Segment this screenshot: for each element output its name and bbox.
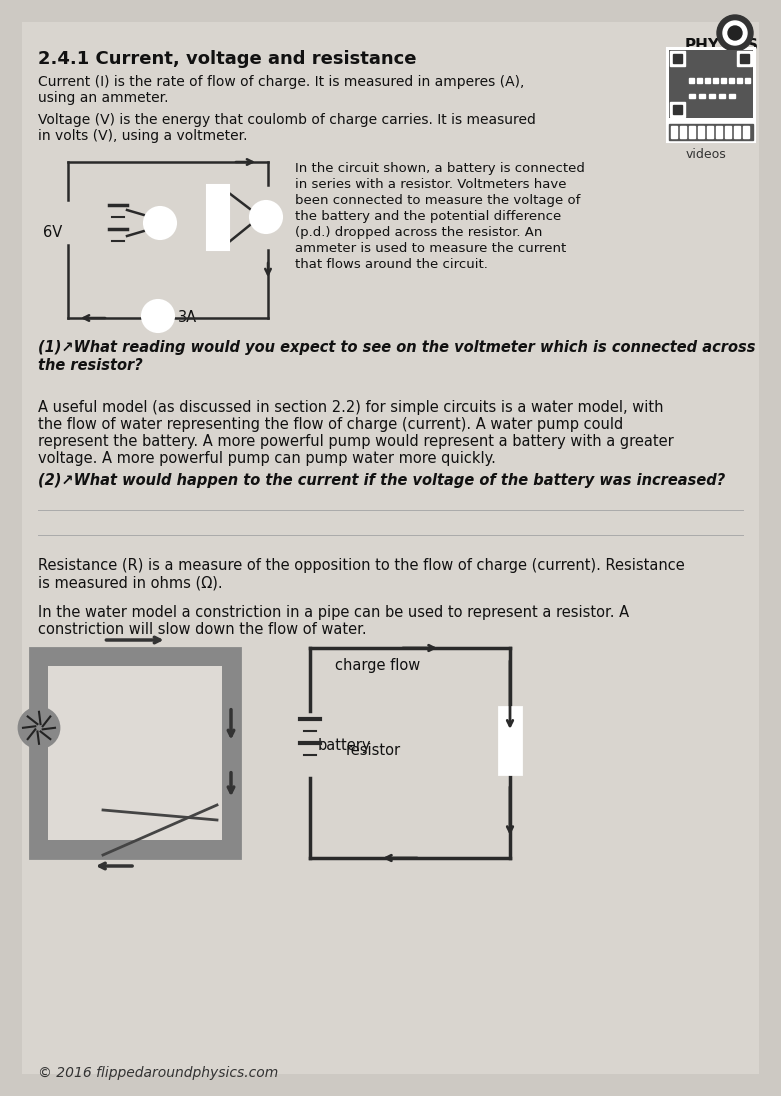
Circle shape — [723, 21, 747, 45]
Circle shape — [728, 26, 742, 39]
Text: charge flow: charge flow — [335, 658, 420, 673]
Text: battery: battery — [318, 738, 372, 753]
Text: constriction: constriction — [83, 791, 169, 807]
Bar — [740, 54, 749, 62]
Text: 2.4.1 Current, voltage and resistance: 2.4.1 Current, voltage and resistance — [38, 50, 416, 68]
Bar — [716, 126, 722, 138]
Bar — [499, 707, 521, 774]
Text: (2)↗What would happen to the current if the voltage of the battery was increased: (2)↗What would happen to the current if … — [38, 473, 726, 488]
Text: videos: videos — [686, 148, 726, 161]
Bar — [737, 78, 742, 83]
Bar — [713, 78, 718, 83]
Text: A useful model (as discussed in section 2.2) for simple circuits is a water mode: A useful model (as discussed in section … — [38, 400, 664, 415]
Text: Resistance (R) is a measure of the opposition to the flow of charge (current). R: Resistance (R) is a measure of the oppos… — [38, 558, 685, 573]
Bar — [669, 124, 753, 140]
Bar — [667, 122, 755, 142]
Bar — [719, 94, 725, 98]
Bar — [30, 648, 240, 858]
Text: V: V — [261, 210, 271, 225]
Bar — [669, 50, 753, 118]
Text: ammeter is used to measure the current: ammeter is used to measure the current — [295, 242, 566, 255]
Bar — [734, 126, 740, 138]
Bar — [698, 126, 704, 138]
Text: pump: pump — [61, 721, 103, 735]
Circle shape — [142, 300, 174, 332]
Text: that flows around the circuit.: that flows around the circuit. — [295, 258, 488, 271]
Bar — [709, 94, 715, 98]
Text: (1)↗What reading would you expect to see on the voltmeter which is connected acr: (1)↗What reading would you expect to see… — [38, 340, 755, 355]
Bar — [737, 52, 752, 66]
Bar — [670, 102, 685, 117]
Bar — [680, 126, 686, 138]
Text: voltage. A more powerful pump can pump water more quickly.: voltage. A more powerful pump can pump w… — [38, 450, 496, 466]
Circle shape — [250, 201, 282, 233]
Bar — [721, 78, 726, 83]
Text: Current (I) is the rate of flow of charge. It is measured in amperes (A),: Current (I) is the rate of flow of charg… — [38, 75, 524, 89]
Text: PHYSICS: PHYSICS — [685, 38, 759, 53]
Circle shape — [19, 708, 59, 747]
Text: In the water model a constriction in a pipe can be used to represent a resistor.: In the water model a constriction in a p… — [38, 605, 629, 620]
Bar — [697, 78, 702, 83]
Bar — [670, 52, 685, 66]
Text: 6V: 6V — [43, 225, 62, 240]
Bar — [743, 126, 749, 138]
Text: using an ammeter.: using an ammeter. — [38, 91, 169, 105]
Text: (p.d.) dropped across the resistor. An: (p.d.) dropped across the resistor. An — [295, 226, 542, 239]
Bar — [705, 78, 710, 83]
Text: the battery and the potential difference: the battery and the potential difference — [295, 210, 562, 222]
Bar — [667, 48, 755, 119]
Text: the resistor?: the resistor? — [38, 358, 143, 373]
Text: in volts (V), using a voltmeter.: in volts (V), using a voltmeter. — [38, 129, 248, 142]
Text: resistor: resistor — [346, 743, 401, 758]
Bar — [207, 185, 229, 250]
Bar — [729, 94, 735, 98]
Text: Voltage (V) is the energy that coulomb of charge carries. It is measured: Voltage (V) is the energy that coulomb o… — [38, 113, 536, 127]
Bar — [699, 94, 705, 98]
Bar — [707, 126, 713, 138]
Bar — [689, 78, 694, 83]
Bar — [48, 666, 222, 840]
Bar — [725, 126, 731, 138]
Bar — [689, 126, 695, 138]
Bar — [729, 78, 734, 83]
Circle shape — [717, 15, 753, 52]
Text: is measured in ohms (Ω).: is measured in ohms (Ω). — [38, 575, 223, 590]
Bar — [673, 54, 682, 62]
Text: © 2016 flippedaroundphysics.com: © 2016 flippedaroundphysics.com — [38, 1066, 278, 1080]
Text: in series with a resistor. Voltmeters have: in series with a resistor. Voltmeters ha… — [295, 178, 566, 191]
Bar — [673, 105, 682, 114]
Text: constriction will slow down the flow of water.: constriction will slow down the flow of … — [38, 623, 366, 637]
Circle shape — [144, 207, 176, 239]
Bar — [745, 78, 750, 83]
Text: In the circuit shown, a battery is connected: In the circuit shown, a battery is conne… — [295, 162, 585, 175]
Text: A: A — [153, 309, 163, 324]
Bar — [689, 94, 695, 98]
Text: V: V — [155, 216, 166, 231]
Text: represent the battery. A more powerful pump would represent a battery with a gre: represent the battery. A more powerful p… — [38, 434, 674, 449]
Bar — [671, 126, 677, 138]
Text: 3A: 3A — [178, 310, 197, 326]
Text: the flow of water representing the flow of charge (current). A water pump could: the flow of water representing the flow … — [38, 416, 623, 432]
Text: been connected to measure the voltage of: been connected to measure the voltage of — [295, 194, 580, 207]
Text: water flow: water flow — [56, 671, 133, 686]
